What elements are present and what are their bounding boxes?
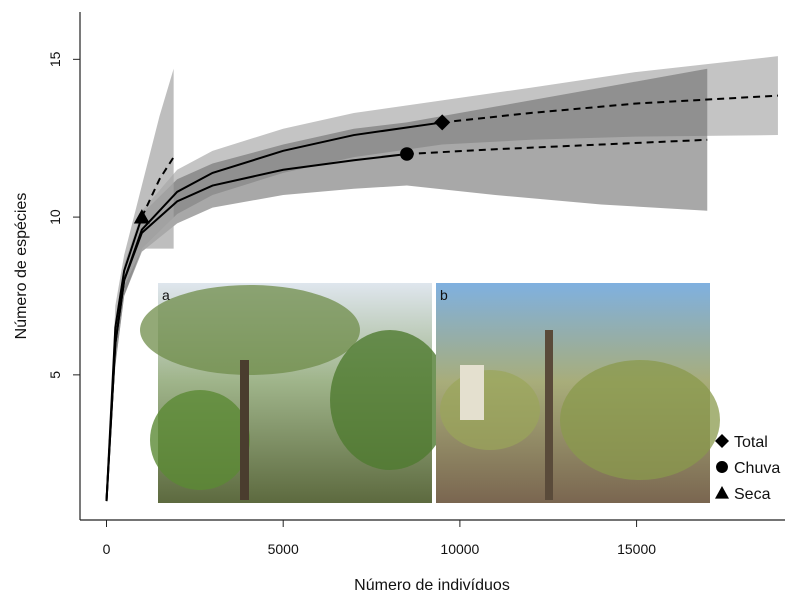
y-tick-label: 5	[47, 371, 63, 379]
y-axis-label: Número de espécies	[13, 193, 30, 340]
inset-photos: a b	[140, 283, 720, 503]
marker	[715, 486, 729, 499]
foliage	[560, 360, 720, 480]
legend-label: Chuva	[734, 460, 780, 477]
marker	[716, 461, 728, 473]
y-tick-label: 15	[47, 51, 63, 67]
x-tick-label: 10000	[440, 541, 479, 557]
x-tick-label: 0	[103, 541, 111, 557]
legend-label: Total	[734, 434, 768, 451]
foliage	[150, 390, 250, 490]
trap	[460, 365, 484, 420]
chart: a b 0 5000 10000 15000 5 10 15 Número de indiv…	[0, 0, 793, 599]
foliage	[440, 370, 540, 450]
marker	[715, 434, 729, 448]
legend-label: Seca	[734, 486, 771, 503]
legend: Total Chuva Seca	[715, 434, 780, 503]
foliage	[330, 330, 450, 470]
x-tick-label: 15000	[617, 541, 656, 557]
x-tick-label: 5000	[268, 541, 299, 557]
inset-label: a	[162, 287, 170, 303]
trunk	[240, 360, 249, 500]
y-tick-label: 10	[47, 209, 63, 225]
marker	[400, 147, 414, 161]
inset-label: b	[440, 287, 448, 303]
trunk	[545, 330, 553, 500]
foliage	[140, 285, 360, 375]
x-axis-label: Número de indivíduos	[354, 577, 510, 594]
